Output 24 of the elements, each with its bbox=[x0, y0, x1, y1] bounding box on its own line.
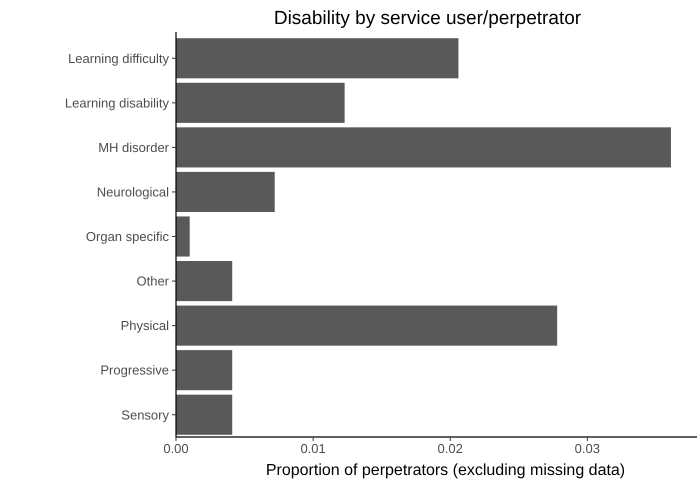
chart-title: Disability by service user/perpetrator bbox=[274, 8, 582, 29]
x-tick-label: 0.01 bbox=[300, 441, 326, 456]
y-tick-label: Sensory bbox=[121, 407, 170, 422]
x-tick-label: 0.00 bbox=[163, 441, 189, 456]
y-tick-label: Learning difficulty bbox=[68, 50, 170, 66]
bar bbox=[176, 394, 232, 435]
y-tick-label: Physical bbox=[120, 318, 170, 334]
bar bbox=[176, 38, 458, 78]
y-tick-label: Progressive bbox=[100, 362, 169, 378]
y-tick-label: Learning disability bbox=[64, 95, 170, 110]
bar bbox=[176, 82, 345, 123]
bar bbox=[176, 172, 275, 212]
bar bbox=[176, 216, 190, 257]
x-tick-label: 0.03 bbox=[574, 441, 600, 456]
x-tick-label: 0.02 bbox=[438, 441, 463, 456]
y-tick-label: Organ specific bbox=[86, 229, 170, 244]
bar bbox=[176, 261, 232, 302]
bar bbox=[176, 350, 232, 390]
y-tick-label: Neurological bbox=[96, 184, 170, 200]
y-tick-label: Other bbox=[136, 274, 170, 289]
x-axis-title: Proportion of perpetrators (excluding missing data) bbox=[266, 462, 626, 479]
bar bbox=[176, 306, 558, 346]
bar bbox=[176, 127, 671, 168]
y-tick-label: MH disorder bbox=[98, 140, 170, 155]
